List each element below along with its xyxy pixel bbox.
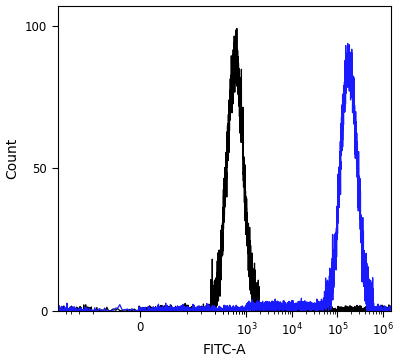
X-axis label: FITC-A: FITC-A [202,343,246,358]
Y-axis label: Count: Count [6,138,20,179]
